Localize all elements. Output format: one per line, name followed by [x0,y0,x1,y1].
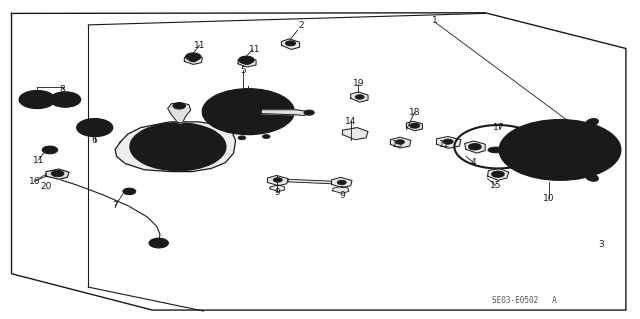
Circle shape [243,61,251,64]
Circle shape [131,138,144,145]
Text: 9: 9 [340,191,345,200]
Text: 17: 17 [493,123,505,132]
Polygon shape [184,55,202,64]
Circle shape [186,53,201,61]
Circle shape [238,136,246,140]
Circle shape [211,93,285,130]
Circle shape [201,129,214,135]
Circle shape [123,188,136,195]
Circle shape [46,148,54,152]
Circle shape [396,140,404,144]
Circle shape [77,119,113,137]
Polygon shape [282,39,300,49]
Circle shape [32,97,42,102]
Circle shape [443,139,453,144]
Circle shape [499,120,621,180]
Circle shape [239,56,254,64]
Circle shape [56,95,74,104]
Circle shape [27,94,47,105]
Circle shape [168,142,188,152]
Circle shape [182,164,195,170]
Text: 9: 9 [275,188,280,197]
Polygon shape [270,185,285,191]
Text: 2: 2 [298,21,303,30]
Text: 7: 7 [113,201,118,210]
Circle shape [468,144,481,150]
Text: 12: 12 [439,140,451,149]
Circle shape [285,41,296,46]
Circle shape [149,238,168,248]
Circle shape [560,170,578,179]
Polygon shape [261,110,309,115]
Circle shape [61,97,70,102]
Polygon shape [268,175,288,186]
Text: 14: 14 [345,117,356,126]
Circle shape [304,110,314,115]
Circle shape [42,146,58,154]
Circle shape [50,92,81,107]
Circle shape [337,180,346,185]
Circle shape [126,190,132,193]
Circle shape [141,128,215,165]
Text: 11: 11 [33,156,44,165]
Circle shape [83,122,106,133]
Text: 5: 5 [241,66,246,75]
Text: 6: 6 [92,137,97,145]
Circle shape [492,171,504,177]
Circle shape [156,136,200,158]
Circle shape [410,123,420,128]
Text: 20: 20 [40,182,52,191]
Circle shape [189,58,197,62]
Circle shape [51,170,64,177]
Ellipse shape [586,174,598,181]
Text: 11: 11 [194,41,205,50]
Circle shape [130,123,226,171]
Polygon shape [168,103,191,123]
Text: 4: 4 [471,158,476,167]
Circle shape [19,91,55,108]
Ellipse shape [488,147,504,153]
Circle shape [273,178,282,182]
Circle shape [546,143,574,157]
Text: 1: 1 [433,16,438,25]
Polygon shape [351,92,368,102]
Polygon shape [238,57,256,67]
Circle shape [236,105,261,118]
Circle shape [534,122,552,131]
Polygon shape [488,168,509,180]
Polygon shape [333,186,349,193]
Text: 3: 3 [599,240,604,249]
Text: 18: 18 [409,108,420,117]
Circle shape [243,58,250,62]
Circle shape [189,55,197,59]
Polygon shape [288,179,332,184]
Text: SE03-E0502   A: SE03-E0502 A [492,296,557,305]
Circle shape [154,241,164,246]
Text: 19: 19 [353,79,364,88]
Polygon shape [342,128,368,140]
Text: 8: 8 [60,85,65,94]
Text: 11: 11 [249,45,260,54]
Text: 16: 16 [29,177,41,186]
Polygon shape [115,122,236,172]
Polygon shape [436,137,461,148]
Polygon shape [465,141,485,153]
Ellipse shape [586,119,598,126]
Polygon shape [406,121,422,131]
Polygon shape [332,177,352,188]
Circle shape [355,95,364,99]
Polygon shape [46,169,69,179]
Circle shape [595,133,612,142]
Text: 13: 13 [392,140,404,149]
Circle shape [173,103,186,109]
Polygon shape [390,137,411,148]
Circle shape [503,152,521,161]
Text: 15: 15 [490,181,502,190]
Text: 10: 10 [543,194,555,203]
Circle shape [262,135,270,138]
Circle shape [202,89,294,135]
